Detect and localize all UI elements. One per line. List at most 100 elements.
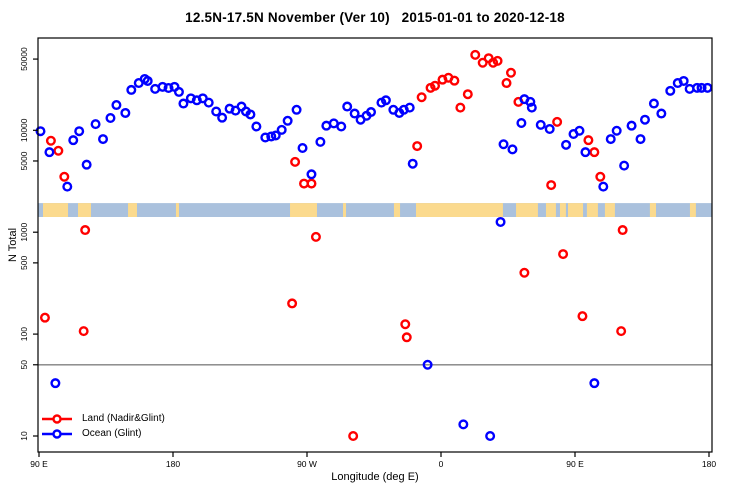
data-point-ocean xyxy=(35,126,46,137)
data-point-ocean xyxy=(291,104,302,115)
map-strip-land-patch xyxy=(393,203,401,217)
data-point-ocean xyxy=(105,113,116,124)
data-point-land xyxy=(589,147,600,158)
data-point-ocean xyxy=(211,106,222,117)
map-strip-land-patch xyxy=(343,203,347,217)
data-point-ocean xyxy=(251,121,262,132)
data-point-land xyxy=(455,102,466,113)
map-strip-land-patch xyxy=(43,203,69,217)
map-strip-land-patch xyxy=(415,203,503,217)
data-point-land xyxy=(348,431,359,442)
y-axis-title: N Total xyxy=(7,227,19,263)
data-point-ocean xyxy=(678,75,689,86)
data-point-ocean xyxy=(245,109,256,120)
data-point-ocean xyxy=(696,82,707,93)
legend-marker-icon xyxy=(42,413,72,424)
data-point-land xyxy=(430,80,441,91)
legend-marker-icon xyxy=(42,428,72,439)
legend-item-land: Land (Nadir&Glint) xyxy=(41,411,165,426)
y-tick-label: 50 xyxy=(19,360,29,370)
data-point-ocean xyxy=(163,83,174,94)
data-point-ocean xyxy=(656,108,667,119)
data-point-ocean xyxy=(611,125,622,136)
data-point-land xyxy=(501,78,512,89)
data-point-land xyxy=(617,225,628,236)
data-point-ocean xyxy=(270,130,281,141)
data-point-ocean xyxy=(282,115,293,126)
x-tick-label: 180 xyxy=(702,459,716,469)
data-point-land xyxy=(470,49,481,60)
data-point-ocean xyxy=(50,378,61,389)
data-point-ocean xyxy=(297,143,308,154)
data-point-ocean xyxy=(111,100,122,111)
data-point-ocean xyxy=(366,107,377,118)
map-strip-land-patch xyxy=(545,203,556,217)
data-point-land xyxy=(310,231,321,242)
data-point-land xyxy=(519,267,530,278)
data-point-land xyxy=(558,249,569,260)
map-strip-land-patch xyxy=(128,203,137,217)
data-point-land xyxy=(462,89,473,100)
data-point-ocean xyxy=(142,75,153,86)
data-point-land xyxy=(53,145,64,156)
data-point-ocean xyxy=(619,160,630,171)
data-point-land xyxy=(616,326,627,337)
map-strip-land-patch xyxy=(78,203,91,217)
data-point-land xyxy=(477,57,488,68)
data-point-land xyxy=(80,225,91,236)
data-point-ocean xyxy=(589,378,600,389)
data-point-ocean xyxy=(336,121,347,132)
data-point-ocean xyxy=(349,108,360,119)
data-point-ocean xyxy=(535,119,546,130)
data-point-ocean xyxy=(342,101,353,112)
y-tick-label: 10000 xyxy=(19,118,29,142)
data-point-ocean xyxy=(260,132,271,143)
data-point-ocean xyxy=(498,139,509,150)
map-strip-land-patch xyxy=(586,203,598,217)
data-point-ocean xyxy=(561,139,572,150)
data-point-land xyxy=(492,55,503,66)
data-point-ocean xyxy=(178,98,189,109)
data-point-ocean xyxy=(458,419,469,430)
legend-label: Ocean (Glint) xyxy=(82,428,142,439)
data-point-ocean xyxy=(702,82,713,93)
data-point-land xyxy=(306,178,317,189)
map-strip-land-patch xyxy=(175,203,179,217)
data-point-ocean xyxy=(665,85,676,96)
y-tick-label: 5000 xyxy=(19,151,29,170)
map-strip-land-patch xyxy=(604,203,615,217)
map-strip-land-patch xyxy=(649,203,656,217)
data-point-ocean xyxy=(507,144,518,155)
x-tick-label: 90 E xyxy=(566,459,584,469)
y-tick-label: 1000 xyxy=(19,222,29,241)
data-point-land xyxy=(78,326,89,337)
data-point-ocean xyxy=(580,147,591,158)
legend-item-ocean: Ocean (Glint) xyxy=(41,426,165,441)
data-point-land xyxy=(412,141,423,152)
y-tick-label: 50000 xyxy=(19,47,29,71)
y-tick-label: 100 xyxy=(19,327,29,341)
data-point-land xyxy=(45,135,56,146)
data-point-ocean xyxy=(44,147,55,158)
data-point-land xyxy=(290,156,301,167)
data-point-ocean xyxy=(605,134,616,145)
data-point-ocean xyxy=(407,158,418,169)
data-point-land xyxy=(449,75,460,86)
data-point-ocean xyxy=(62,181,73,192)
map-strip-land-patch xyxy=(290,203,317,217)
data-point-ocean xyxy=(74,126,85,137)
data-point-ocean xyxy=(422,359,433,370)
data-point-land xyxy=(583,135,594,146)
data-point-ocean xyxy=(217,112,228,123)
data-point-ocean xyxy=(68,135,79,146)
x-tick-label: 90 W xyxy=(297,459,317,469)
data-point-ocean xyxy=(157,81,168,92)
data-point-ocean xyxy=(598,181,609,192)
data-point-ocean xyxy=(639,114,650,125)
data-point-ocean xyxy=(485,431,496,442)
data-point-land xyxy=(416,92,427,103)
legend: Land (Nadir&Glint) Ocean (Glint) xyxy=(41,411,165,441)
data-point-ocean xyxy=(203,97,214,108)
